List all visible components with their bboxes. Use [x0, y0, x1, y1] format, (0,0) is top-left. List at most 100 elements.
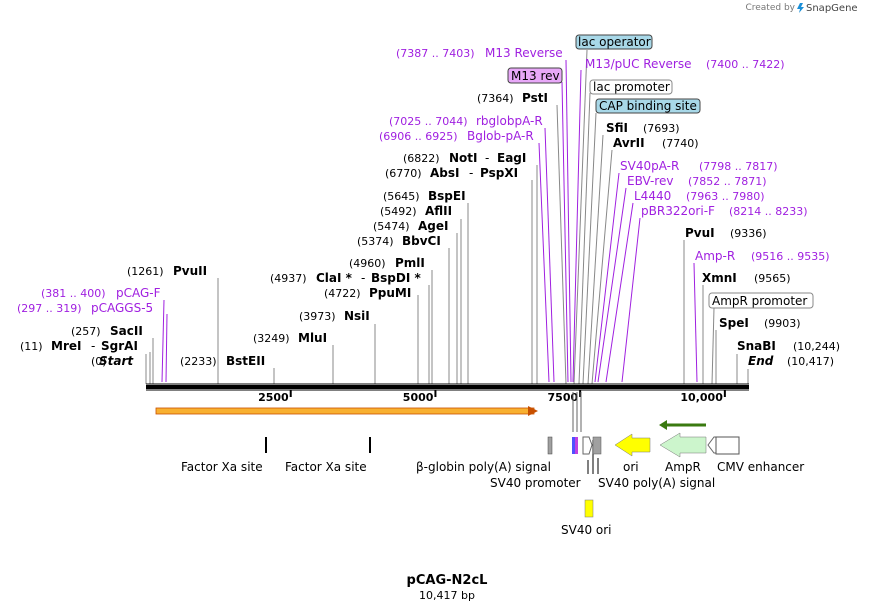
pmli-coord: (4960) [349, 257, 386, 270]
clai-coord: (4937) [270, 272, 307, 285]
pvuii-coord: (1261) [127, 265, 164, 278]
sfii-label: SfiI [606, 121, 628, 135]
plasmid-title: pCAG-N2cL [407, 573, 488, 588]
end-label: End [748, 354, 774, 368]
start-coord: (0) [91, 355, 107, 368]
l4440-coord: (7963 .. 7980) [686, 190, 765, 203]
mrei-label: MreI [51, 339, 81, 353]
aflii-coord: (5492) [380, 205, 417, 218]
m13puc-coord: (7400 .. 7422) [706, 58, 785, 71]
bglob-label: Bglob-pA-R [467, 129, 534, 143]
pcagf-coord: (381 .. 400) [41, 287, 106, 300]
ampr-promoter-arrow [707, 436, 717, 454]
snabi-coord: (10,244) [793, 340, 840, 353]
bbvci-label: BbvCI [402, 234, 441, 248]
absi-label: AbsI [430, 166, 459, 180]
ori-label: ori [623, 460, 639, 474]
plasmid-length: 10,417 bp [419, 589, 475, 602]
agei-label: AgeI [418, 219, 448, 233]
rbglob-coord: (7025 .. 7044) [389, 115, 468, 128]
start-label: Start [99, 354, 134, 368]
avrii-coord: (7740) [662, 137, 699, 150]
avrii-label: AvrII [613, 136, 645, 150]
xmni-label: XmnI [702, 271, 737, 285]
aflii-label: AflII [425, 204, 452, 218]
end-coord: (10,417) [787, 355, 834, 368]
sv40-promoter-arrow [582, 436, 593, 455]
mlui-coord: (3249) [253, 332, 290, 345]
bglob-coord: (6906 .. 6925) [379, 130, 458, 143]
bbvci-coord: (5374) [357, 235, 394, 248]
pcaggs5-coord: (297 .. 319) [17, 302, 82, 315]
pvui-coord: (9336) [730, 227, 767, 240]
sacii-coord: (257) [71, 325, 101, 338]
psti-coord: (7364) [477, 92, 514, 105]
ppumi-label: PpuMI [369, 286, 411, 300]
pspxi-label: PspXI [480, 166, 518, 180]
scale-tick-label: 7500 [548, 391, 579, 404]
scale-tick-label: 2500 [258, 391, 289, 404]
noti-separator: - [485, 151, 489, 165]
scale-ticks: 2500 5000 7500 10,000 [258, 390, 726, 404]
clai-label: ClaI * [316, 271, 353, 285]
scale-tick-label: 5000 [403, 391, 434, 404]
mrei-coord: (11) [20, 340, 43, 353]
sv40-polya-feature [592, 436, 602, 455]
enzyme-connectors [145, 49, 749, 385]
sv40pa-label: SV40pA-R [620, 159, 679, 173]
ampr-promoter-box [708, 292, 814, 309]
noti-coord: (6822) [403, 152, 440, 165]
sv40-ori-label: SV40 ori [561, 523, 612, 537]
bspdi-label: BspDI * [371, 271, 421, 285]
spei-coord: (9903) [764, 317, 801, 330]
pvui-label: PvuI [685, 226, 715, 240]
sv40-promoter-label: SV40 promoter [490, 476, 581, 490]
m13rev-label: M13 Reverse [485, 46, 563, 60]
sv40pa-coord: (7798 .. 7817) [699, 160, 778, 173]
sv40-polya-label: SV40 poly(A) signal [598, 476, 715, 490]
pcaggs5-label: pCAGGS-5 [91, 301, 153, 315]
m13-rev-label: M13 rev [511, 69, 560, 83]
agei-coord: (5474) [373, 220, 410, 233]
xmni-coord: (9565) [754, 272, 791, 285]
m13puc-label: M13/pUC Reverse [585, 57, 692, 71]
lac-promoter-box [589, 79, 673, 95]
beta-globin-feature [547, 436, 553, 455]
cmv-enhancer-feature [715, 436, 740, 455]
eagi-label: EagI [497, 151, 526, 165]
pmli-label: PmlI [395, 256, 425, 270]
noti-label: NotI [449, 151, 478, 165]
sgrai-label: SgrAI [101, 339, 138, 353]
sfii-coord: (7693) [643, 122, 680, 135]
psti-label: PstI [522, 91, 548, 105]
absi-coord: (6770) [385, 167, 422, 180]
ampr-primer-coord: (9516 .. 9535) [751, 250, 830, 263]
ampr-arrow [659, 432, 707, 458]
sacii-label: SacII [110, 324, 143, 338]
snapgene-brand-name: SnapGene [806, 3, 858, 14]
sequence-backbone [146, 385, 749, 389]
clai-separator: - [361, 271, 365, 285]
snabi-label: SnaBI [737, 339, 776, 353]
nsii-label: NsiI [344, 309, 370, 323]
mrei-separator: - [91, 339, 95, 353]
ppumi-coord: (4722) [324, 287, 361, 300]
ampr-primer-label: Amp-R [695, 249, 735, 263]
cap-site-label: CAP binding site [599, 99, 697, 113]
factor-xa-label-2: Factor Xa site [285, 460, 367, 474]
beta-globin-label: β-globin poly(A) signal [416, 460, 551, 474]
factor-xa-label-1: Factor Xa site [181, 460, 263, 474]
absi-separator: - [469, 166, 473, 180]
rbglob-label: rbglobpA-R [476, 114, 543, 128]
cap-site-box [595, 98, 701, 114]
m13-rev-box [507, 67, 563, 84]
cmv-enhancer-label: CMV enhancer [717, 460, 804, 474]
lac-feature-purple [575, 437, 578, 454]
m13rev-coord: (7387 .. 7403) [396, 47, 475, 60]
lac-operator-label: lac operator [578, 35, 651, 49]
factor-xa-mark-2 [369, 437, 371, 453]
lac-promoter-label: lac promoter [593, 80, 670, 94]
scale-tick-label: 10,000 [680, 391, 723, 404]
created-by-text: Created by [745, 3, 795, 13]
